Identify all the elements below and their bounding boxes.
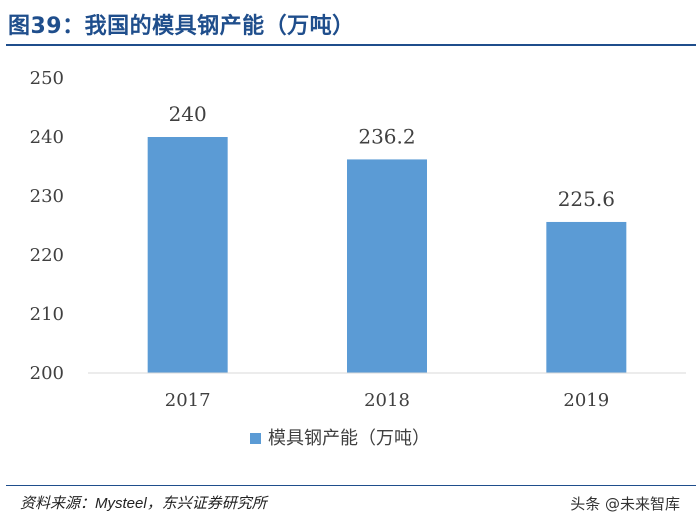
source-brand: Mysteel — [95, 495, 147, 512]
chart-title: 图39：我国的模具钢产能（万吨） — [8, 14, 355, 39]
y-tick-label: 220 — [30, 245, 64, 266]
source-prefix: 资料来源： — [20, 494, 96, 512]
y-tick-label: 240 — [30, 127, 64, 148]
bar-2017 — [147, 137, 228, 373]
data-label-2019: 225.6 — [558, 187, 615, 211]
legend-label: 模具钢产能（万吨） — [268, 428, 430, 449]
data-label-2018: 236.2 — [358, 124, 415, 148]
legend: 模具钢产能（万吨） — [250, 428, 430, 449]
y-axis-ticks: 200 210 220 230 240 250 — [30, 68, 64, 384]
footer-rule — [6, 485, 696, 486]
x-tick-label: 2019 — [563, 390, 609, 411]
watermark: 头条 @未来智库 — [570, 495, 680, 513]
data-label-2017: 240 — [169, 102, 207, 126]
title-rule — [6, 44, 696, 46]
x-tick-label: 2018 — [364, 390, 410, 411]
source-suffix: ，东兴证券研究所 — [146, 494, 267, 512]
source-note: 资料来源：Mysteel，东兴证券研究所 — [20, 492, 267, 513]
y-tick-label: 210 — [30, 304, 64, 325]
bars: 240 236.2 225.6 — [147, 102, 627, 373]
y-tick-label: 200 — [30, 363, 64, 384]
bar-2019 — [546, 221, 627, 373]
legend-swatch — [250, 433, 261, 444]
x-tick-label: 2017 — [165, 390, 211, 411]
y-tick-label: 230 — [30, 186, 64, 207]
x-axis-labels: 2017 2018 2019 — [165, 390, 609, 411]
y-tick-label: 250 — [30, 68, 64, 89]
bar-2018 — [347, 159, 427, 373]
